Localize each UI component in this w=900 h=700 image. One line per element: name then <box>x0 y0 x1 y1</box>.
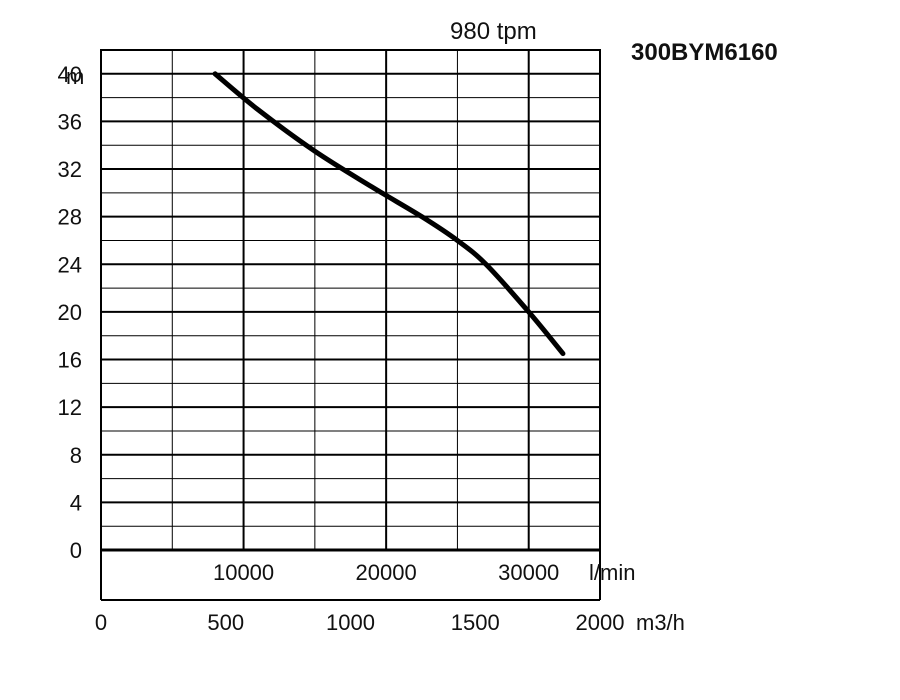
y-tick-label: 16 <box>58 348 82 373</box>
x-tick-label-lmin: 30000 <box>498 560 559 585</box>
y-tick-label: 12 <box>58 395 82 420</box>
chart-frame <box>100 49 601 601</box>
model-title: 300BYM6160 <box>631 39 778 66</box>
y-axis: 0 4 8 12 16 20 24 28 32 36 40 <box>58 62 82 563</box>
chart-grid <box>101 49 600 550</box>
y-tick-label: 4 <box>70 490 82 515</box>
speed-label: 980 tpm <box>450 18 537 45</box>
y-tick-label: 28 <box>58 205 82 230</box>
y-tick-label: 8 <box>70 443 82 468</box>
x-tick-label-m3h: 500 <box>207 610 244 635</box>
y-tick-label: 36 <box>58 109 82 134</box>
curve-layer <box>212 71 566 357</box>
y-tick-label: 32 <box>58 157 82 182</box>
x-tick-label-m3h: 1000 <box>326 610 375 635</box>
y-tick-label: 20 <box>58 300 82 325</box>
x-axis-lmin: 10000 20000 30000 <box>213 560 559 585</box>
x-axis-lmin-unit-label: l/min <box>589 560 635 585</box>
plot-border <box>100 49 601 551</box>
x-tick-label-lmin: 10000 <box>213 560 274 585</box>
x-axis-m3h-unit-label: m3/h <box>636 610 685 635</box>
x-tick-label-m3h: 2000 <box>576 610 625 635</box>
x-tick-label-m3h: 0 <box>95 610 107 635</box>
y-tick-label: 24 <box>58 252 82 277</box>
x-axis-m3h: 0 500 1000 1500 2000 <box>95 610 625 635</box>
head-flow-curve <box>212 71 566 357</box>
x-tick-label-lmin: 20000 <box>356 560 417 585</box>
y-tick-label: 40 <box>58 62 82 87</box>
y-tick-label: 0 <box>70 538 82 563</box>
x-tick-label-m3h: 1500 <box>451 610 500 635</box>
y-axis-unit-label: m <box>66 64 84 89</box>
